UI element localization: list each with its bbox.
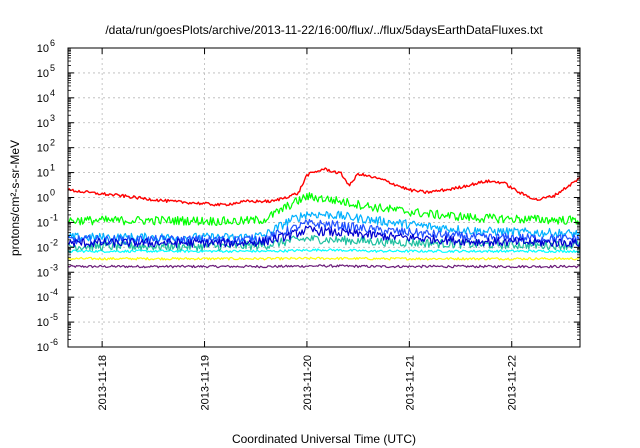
y-tick-exponent: -2 — [50, 237, 58, 247]
y-tick-exponent: 5 — [50, 63, 55, 73]
x-axis-ticks: 2013-11-18 2013-11-19 2013-11-20 2013-11-21… — [97, 48, 519, 410]
y-tick-label: 10 — [37, 292, 49, 304]
series-line-2 — [67, 248, 581, 253]
y-tick-exponent: -4 — [50, 287, 58, 297]
series-line-0 — [67, 264, 581, 269]
y-tick-label: 10 — [37, 267, 49, 279]
y-tick-exponent: 1 — [50, 163, 55, 173]
y-tick-label: 10 — [37, 68, 49, 80]
x-axis-label: Coordinated Universal Time (UTC) — [232, 432, 416, 446]
y-tick-exponent: 0 — [50, 188, 55, 198]
x-tick-label: 2013-11-19 — [200, 355, 212, 410]
chart-title: /data/run/goesPlots/archive/2013-11-22/1… — [105, 23, 543, 37]
y-tick-label: 10 — [37, 43, 49, 55]
x-tick-label: 2013-11-21 — [404, 355, 416, 410]
y-tick-label: 10 — [37, 93, 49, 105]
y-tick-label: 10 — [37, 342, 49, 354]
y-tick-exponent: 2 — [50, 138, 55, 148]
y-tick-label: 10 — [37, 193, 49, 205]
y-tick-label: 10 — [37, 168, 49, 180]
y-tick-exponent: 6 — [50, 38, 55, 48]
y-tick-exponent: -3 — [50, 262, 58, 272]
series-line-6 — [67, 225, 581, 248]
grid-lines — [68, 48, 580, 347]
x-tick-label: 2013-11-18 — [97, 355, 109, 410]
y-tick-label: 10 — [37, 317, 49, 329]
series-line-7 — [67, 192, 581, 226]
series-layer — [67, 167, 581, 269]
y-axis-label: protons/cm²-s-sr-MeV — [8, 140, 22, 256]
y-tick-label: 10 — [37, 242, 49, 254]
y-axis-ticks: 10 -610 -510 -410 -310 -210 -110 010 110 210 310 41… — [37, 38, 580, 354]
y-tick-exponent: -5 — [50, 312, 58, 322]
series-line-8 — [67, 167, 581, 207]
y-tick-label: 10 — [37, 143, 49, 155]
series-line-4 — [67, 210, 581, 243]
y-tick-exponent: -1 — [50, 212, 58, 222]
x-tick-label: 2013-11-22 — [507, 355, 519, 410]
series-line-1 — [67, 256, 581, 261]
y-tick-exponent: 4 — [50, 88, 55, 98]
x-tick-label: 2013-11-20 — [302, 355, 314, 410]
y-tick-label: 10 — [37, 118, 49, 130]
y-tick-label: 10 — [37, 217, 49, 229]
y-tick-exponent: -6 — [50, 337, 58, 347]
y-tick-exponent: 3 — [50, 113, 55, 123]
